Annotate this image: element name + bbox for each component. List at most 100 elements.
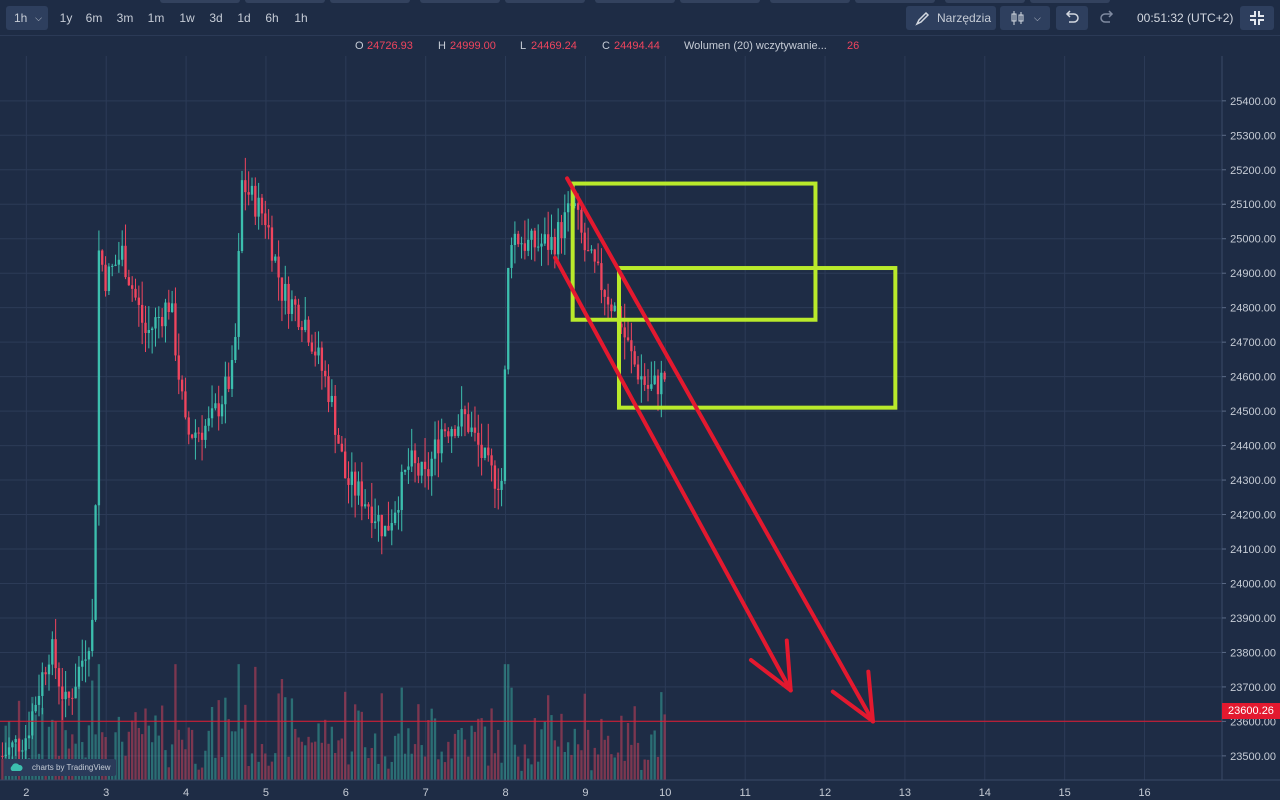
candle-body xyxy=(563,212,566,239)
volume-bar xyxy=(363,747,367,780)
volume-label: Wolumen (20) wczytywanie... xyxy=(684,40,827,52)
volume-bar xyxy=(97,664,101,780)
tradingview-watermark[interactable]: charts by TradingView xyxy=(4,759,116,776)
price-tick-label: 23700.00 xyxy=(1230,682,1276,694)
volume-bar xyxy=(197,769,200,780)
candle-body xyxy=(17,739,21,752)
volume-bar xyxy=(500,762,503,780)
candle-body xyxy=(623,327,626,338)
tools-label: Narzędzia xyxy=(937,11,992,25)
candle-body xyxy=(51,639,54,665)
volume-bar xyxy=(174,664,177,780)
volume-bar xyxy=(270,761,274,780)
range-1h[interactable]: 1h xyxy=(294,11,308,25)
volume-bar xyxy=(443,762,447,780)
volume-bar xyxy=(413,744,417,780)
volume-bar xyxy=(570,754,573,780)
fullscreen-button[interactable] xyxy=(1240,6,1274,30)
volume-bar xyxy=(533,718,537,780)
price-chart[interactable]: 25400.00 25300.00 25200.00 25100.00 25000.00… xyxy=(0,56,1280,800)
candle-body xyxy=(353,471,357,496)
candle-body xyxy=(380,514,383,537)
candle-body xyxy=(337,434,340,444)
volume-bar xyxy=(576,744,580,780)
volume-bar xyxy=(104,737,107,780)
chart-type-button[interactable]: ⌵ xyxy=(1000,6,1050,30)
candle-body xyxy=(603,290,606,297)
volume-bar xyxy=(164,750,167,780)
volume-bar xyxy=(437,759,440,780)
candle-body xyxy=(460,409,463,427)
candle-body xyxy=(593,249,596,262)
volume-bar xyxy=(177,729,180,780)
volume-bar xyxy=(596,754,600,780)
range-6h[interactable]: 6h xyxy=(265,11,279,25)
volume-bar xyxy=(640,769,643,780)
price-tick-label: 25200.00 xyxy=(1230,165,1276,177)
close-value: 24494.44 xyxy=(614,40,660,52)
candle-body xyxy=(214,403,217,409)
range-1w[interactable]: 1w xyxy=(179,11,195,25)
price-tick-label: 24900.00 xyxy=(1230,268,1276,280)
candle-body xyxy=(543,234,547,244)
range-3d[interactable]: 3d xyxy=(209,11,223,25)
chevron-down-icon: ⌵ xyxy=(35,13,42,23)
candle-body xyxy=(397,509,400,513)
price-tick-label: 23800.00 xyxy=(1230,647,1276,659)
tools-button[interactable]: Narzędzia xyxy=(906,6,996,30)
volume-bar xyxy=(600,718,603,780)
candle-body xyxy=(507,267,510,370)
candle-body xyxy=(410,450,413,467)
redo-button[interactable] xyxy=(1092,6,1122,30)
redo-icon xyxy=(1100,10,1114,23)
time-tick-label: 2 xyxy=(23,787,29,799)
candle-body xyxy=(334,395,337,435)
volume-bar xyxy=(390,761,393,780)
range-6m[interactable]: 6m xyxy=(85,11,103,25)
candle-body xyxy=(560,222,563,239)
volume-bar xyxy=(250,753,254,780)
time-tick-label: 7 xyxy=(423,787,429,799)
candle-body xyxy=(207,418,210,426)
candle-body xyxy=(170,303,174,313)
candle-body xyxy=(4,754,7,757)
volume-bar xyxy=(287,756,290,780)
volume-bar xyxy=(403,753,407,780)
candle-body xyxy=(267,225,270,228)
volume-bar xyxy=(260,744,264,780)
range-3m[interactable]: 3m xyxy=(116,11,134,25)
candle-body xyxy=(390,523,393,531)
candle-body xyxy=(643,376,646,385)
candle-body xyxy=(131,285,134,289)
candle-body xyxy=(250,185,254,195)
candle-body xyxy=(547,234,550,250)
candle-body xyxy=(433,439,437,459)
candle-body xyxy=(533,230,537,248)
candle-body xyxy=(290,299,294,314)
candle-body xyxy=(101,250,104,265)
undo-button[interactable] xyxy=(1056,6,1088,30)
volume-bar xyxy=(127,731,131,780)
high-label: H xyxy=(438,40,446,52)
candle-body xyxy=(254,185,257,217)
range-1d[interactable]: 1d xyxy=(237,11,251,25)
candle-body xyxy=(34,704,37,712)
range-1m[interactable]: 1m xyxy=(147,11,165,25)
volume-bar xyxy=(94,734,97,780)
volume-bar xyxy=(377,763,380,780)
price-tick-label: 25100.00 xyxy=(1230,199,1276,211)
candle-body xyxy=(613,305,616,312)
range-1y[interactable]: 1y xyxy=(59,11,73,25)
volume-bar xyxy=(61,700,64,780)
candle-body xyxy=(423,461,427,470)
candle-body xyxy=(307,319,310,343)
volume-bar xyxy=(184,749,187,780)
price-tick-label: 24300.00 xyxy=(1230,475,1276,487)
volume-bar xyxy=(527,758,530,780)
candle-body xyxy=(310,342,314,352)
volume-bar xyxy=(134,712,137,780)
price-tick-label: 24700.00 xyxy=(1230,337,1276,349)
volume-bar xyxy=(124,755,127,780)
candle-body xyxy=(417,463,420,476)
interval-select[interactable]: 1h ⌵ xyxy=(6,6,48,30)
